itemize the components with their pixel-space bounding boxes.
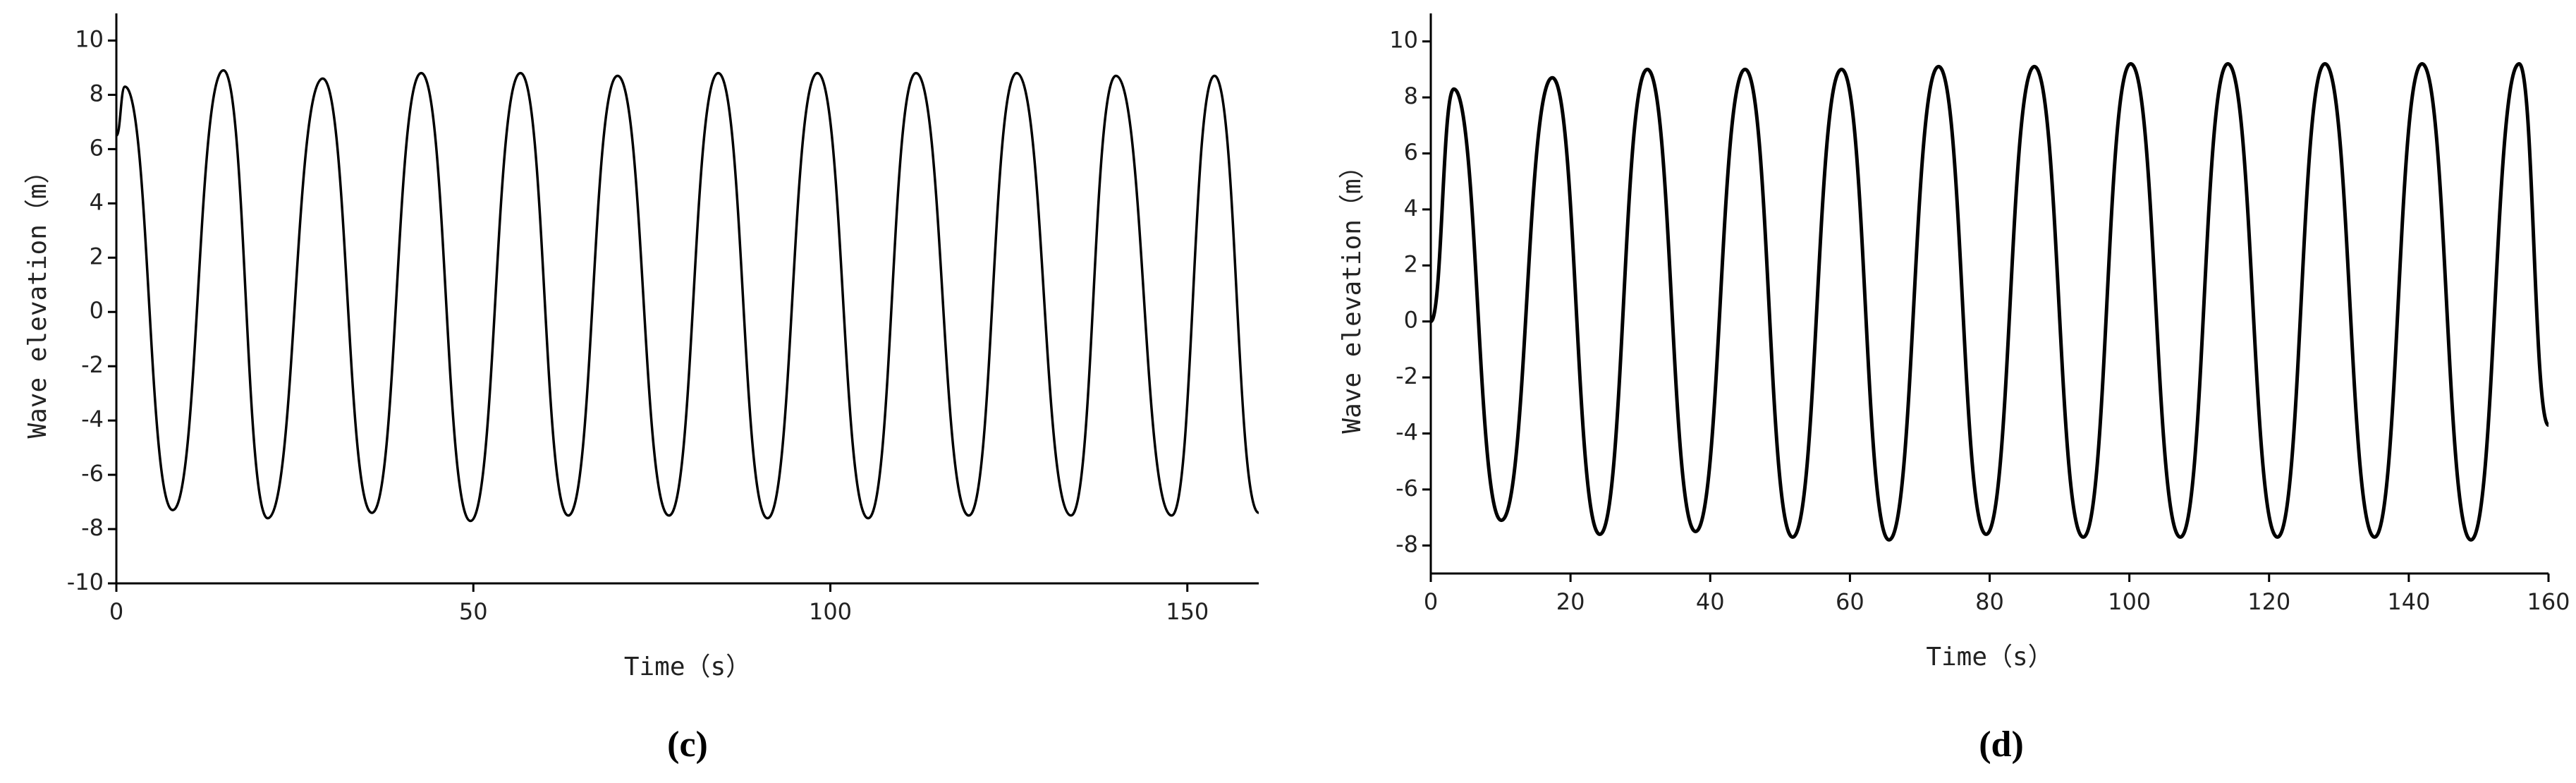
y-tick-label: -4 xyxy=(81,406,104,432)
x-tick-label: 100 xyxy=(809,598,852,625)
y-tick-label: 4 xyxy=(1404,195,1418,221)
x-tick-label: 50 xyxy=(459,598,488,625)
x-tick-label: 80 xyxy=(1975,588,2004,615)
x-tick-label: 0 xyxy=(109,598,123,625)
x-tick-label: 160 xyxy=(2527,588,2570,615)
y-tick-label: -2 xyxy=(1396,363,1418,389)
panel-label: (d) xyxy=(1979,724,2024,765)
y-tick-label: 2 xyxy=(90,243,104,269)
x-tick-label: 60 xyxy=(1836,588,1864,615)
x-tick-label: 100 xyxy=(2108,588,2151,615)
y-tick-label: 2 xyxy=(1404,250,1418,277)
y-tick-label: 0 xyxy=(1404,307,1418,334)
x-tick-label: 20 xyxy=(1556,588,1585,615)
x-axis-title: Time（s） xyxy=(1926,643,2053,672)
y-tick-label: 10 xyxy=(1389,27,1418,54)
y-tick-label: 6 xyxy=(1404,139,1418,166)
y-tick-label: -6 xyxy=(1396,475,1418,502)
x-tick-label: 120 xyxy=(2247,588,2290,615)
x-axis-title: Time（s） xyxy=(624,652,751,681)
y-tick-label: 0 xyxy=(90,297,104,324)
y-tick-label: -8 xyxy=(1396,530,1418,557)
wave-line xyxy=(115,69,1259,523)
y-tick-label: -10 xyxy=(67,569,104,595)
y-axis-title: Wave elevation（m） xyxy=(23,158,52,438)
y-tick-label: -8 xyxy=(81,514,104,541)
y-axis-title: Wave elevation（m） xyxy=(1338,153,1367,433)
x-tick-label: 140 xyxy=(2387,588,2430,615)
y-tick-label: 8 xyxy=(1404,83,1418,109)
wave-line xyxy=(1429,61,2551,542)
y-tick-label: 10 xyxy=(75,25,104,52)
y-tick-label: -6 xyxy=(81,460,104,487)
y-tick-label: 6 xyxy=(90,134,104,161)
panel-label: (c) xyxy=(667,724,708,765)
y-tick-label: -2 xyxy=(81,351,104,378)
x-tick-label: 0 xyxy=(1424,588,1438,615)
x-tick-label: 40 xyxy=(1696,588,1725,615)
y-tick-label: 8 xyxy=(90,80,104,107)
y-tick-label: -4 xyxy=(1396,419,1418,446)
x-tick-label: 150 xyxy=(1166,598,1209,625)
y-tick-label: 4 xyxy=(90,188,104,215)
